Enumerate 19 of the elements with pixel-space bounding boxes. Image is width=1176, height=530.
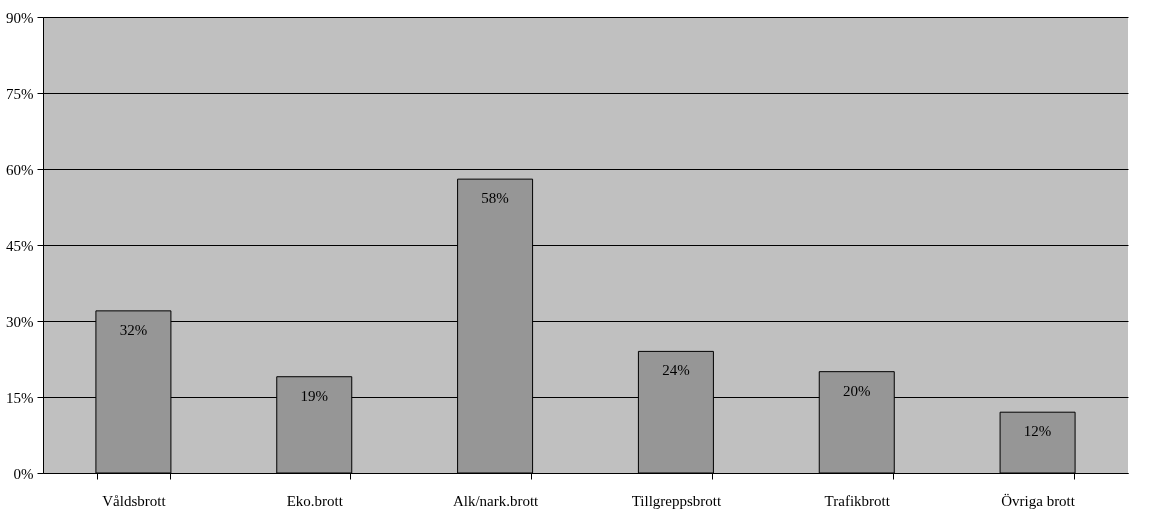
x-tick-label: Tillgreppsbrott: [631, 492, 722, 509]
data-label: 20%: [843, 382, 871, 399]
data-label: 12%: [1023, 423, 1052, 440]
x-tick-label: Trafikbrott: [824, 492, 891, 509]
y-tick-label: 90%: [6, 9, 34, 26]
y-tick-label: 15%: [6, 389, 34, 406]
y-tick-label: 75%: [6, 85, 34, 102]
y-tick-label: 30%: [6, 313, 34, 330]
y-tick-label: 0%: [13, 465, 34, 482]
x-tick-label: Alk/nark.brott: [452, 492, 540, 509]
x-tick-label: Övriga brott: [1001, 492, 1076, 509]
x-tick-label: Eko.brott: [286, 492, 344, 509]
data-label: 24%: [662, 362, 690, 379]
x-tick-label: Våldsbrott: [102, 492, 167, 509]
data-label: 58%: [481, 190, 509, 207]
data-label: 19%: [300, 387, 328, 404]
y-tick-label: 45%: [6, 237, 34, 254]
y-tick-label: 60%: [6, 161, 34, 178]
data-label: 32%: [119, 321, 148, 338]
